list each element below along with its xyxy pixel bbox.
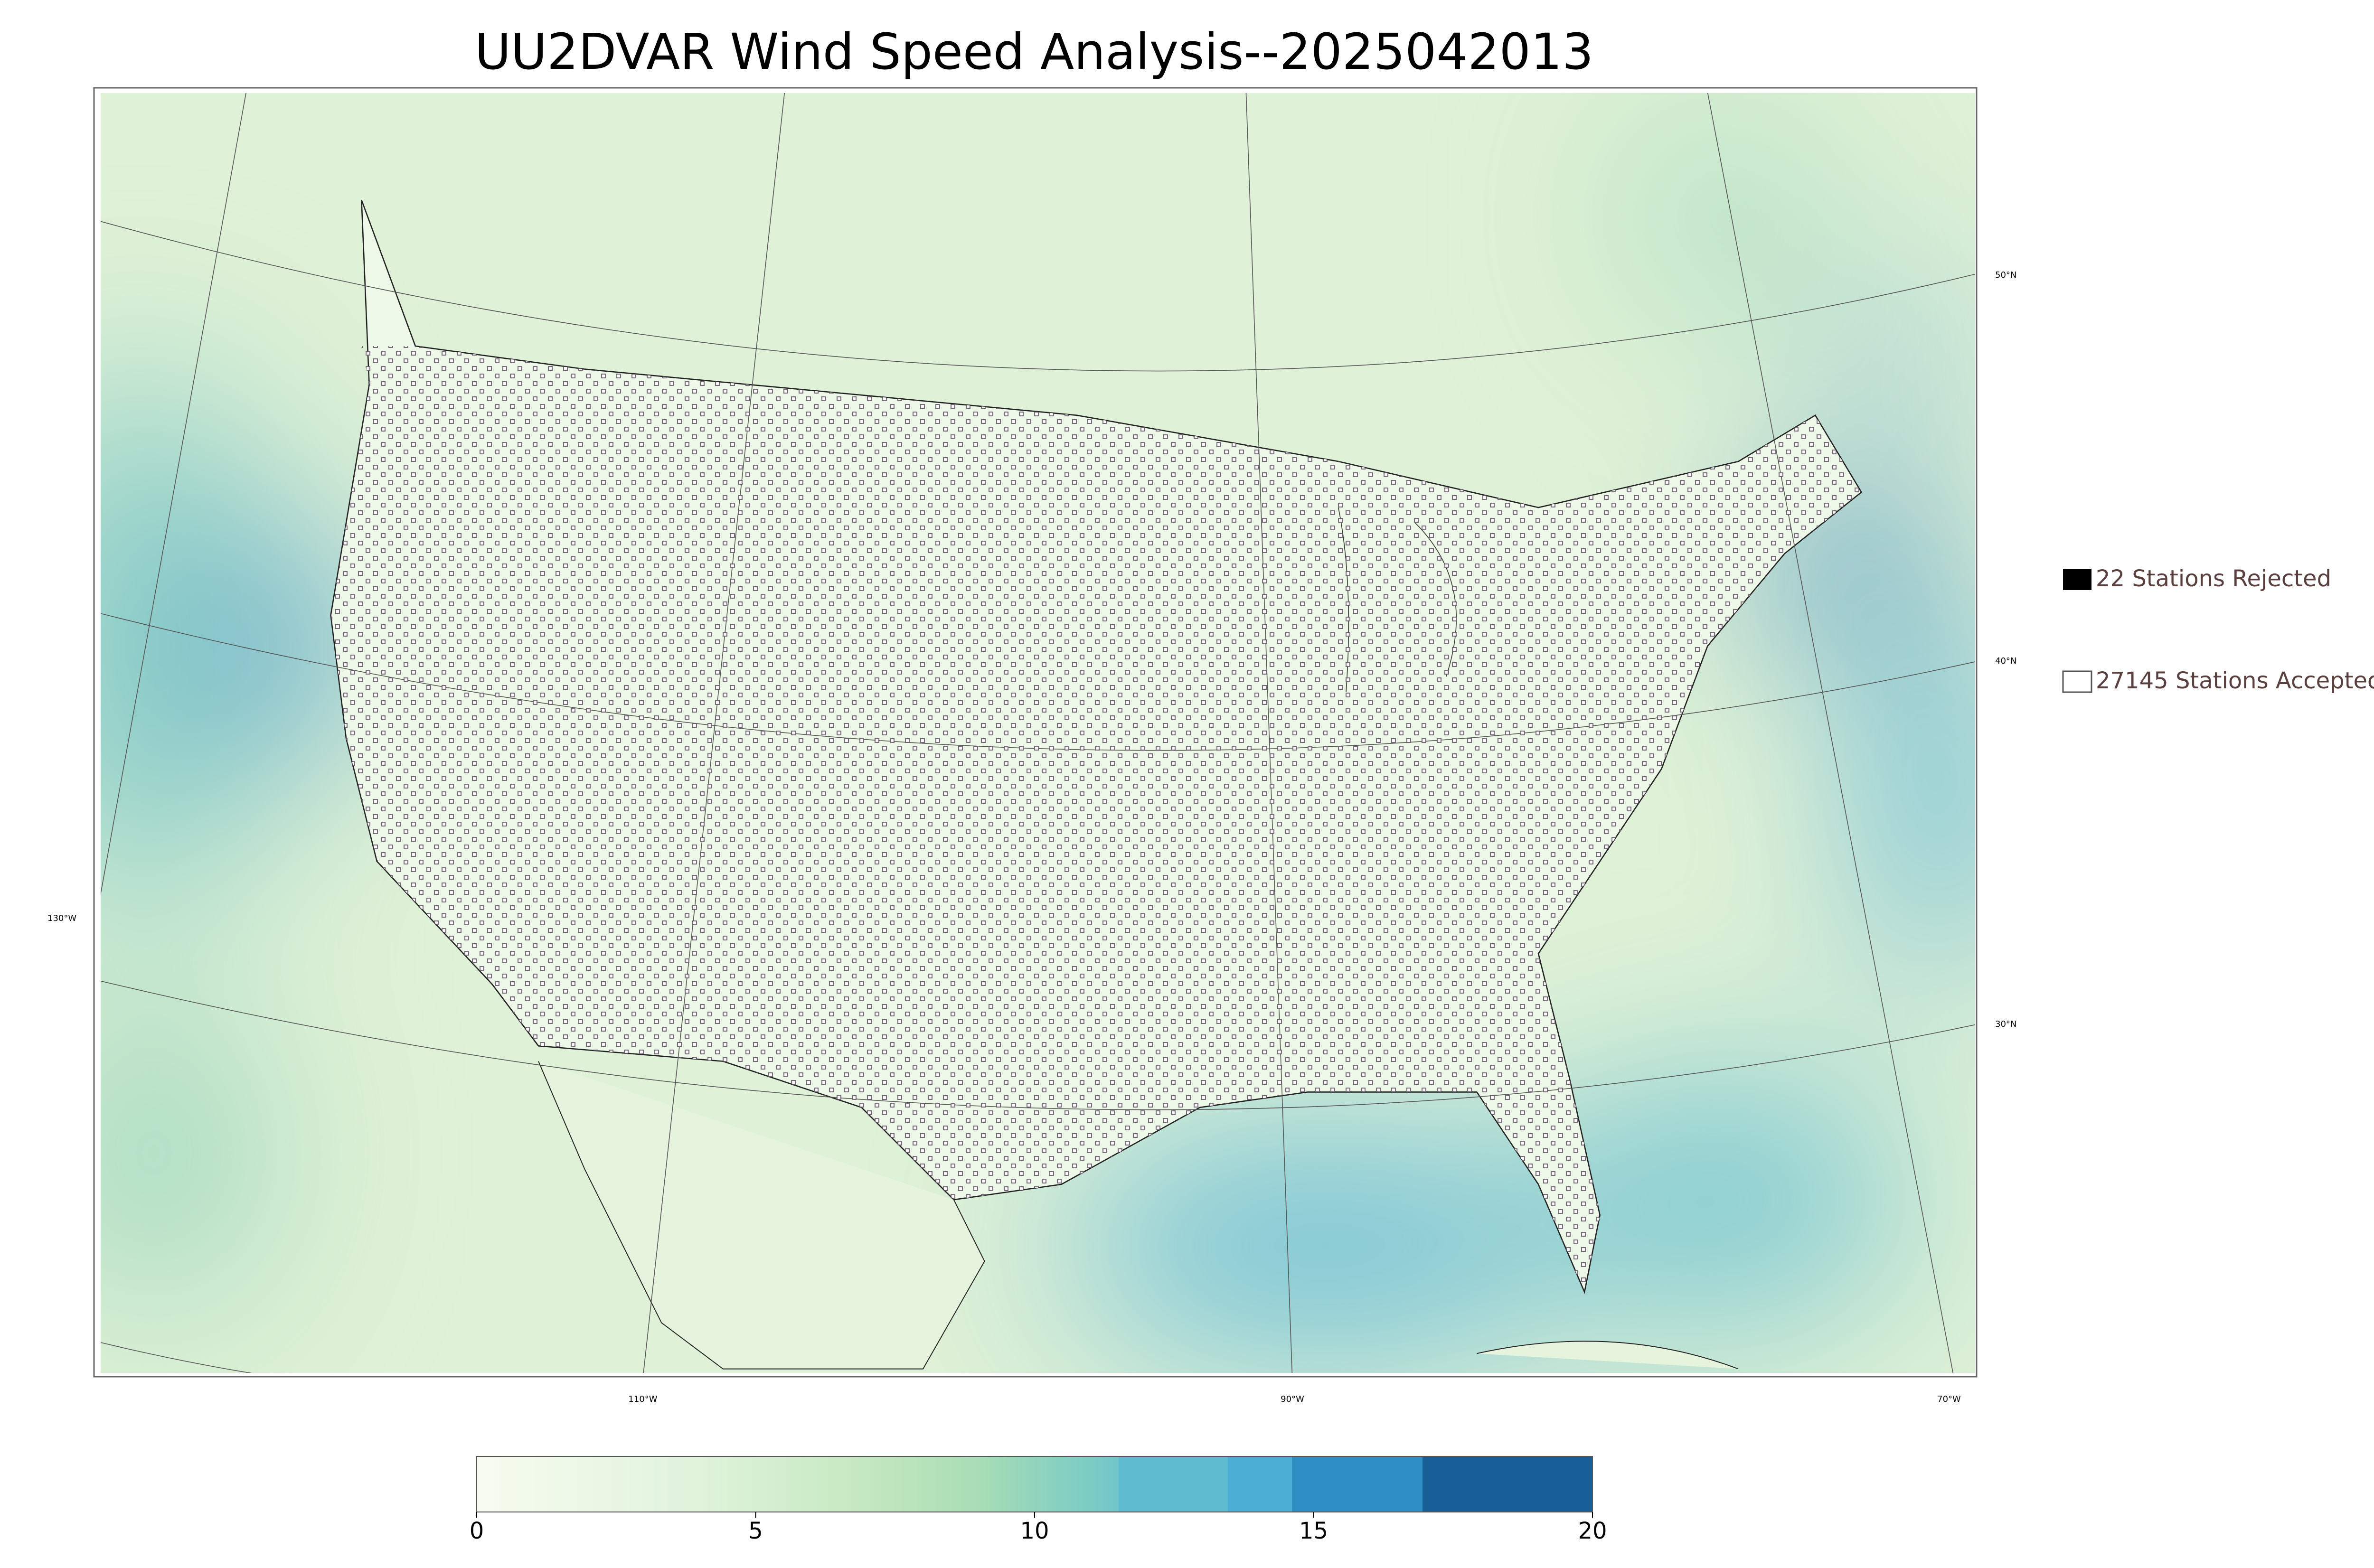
colorbar-tick-label: 15: [1299, 1518, 1328, 1544]
accepted-swatch: [2063, 671, 2091, 692]
map-title: UU2DVAR Wind Speed Analysis--2025042013: [475, 23, 1593, 81]
latitude-label: 50°N: [1995, 270, 2016, 280]
page: UU2DVAR Wind Speed Analysis--2025042013: [0, 0, 2374, 1568]
latitude-label: 40°N: [1995, 656, 2016, 666]
colorbar-tick-label: 0: [470, 1518, 484, 1544]
longitude-label: 70°W: [1937, 1394, 1961, 1404]
latitude-label: 30°N: [1995, 1019, 2016, 1029]
longitude-label: 90°W: [1281, 1394, 1304, 1404]
legend: 22 Stations Rejected 27145 Stations Acce…: [2063, 565, 2374, 694]
legend-label: 27145 Stations Accepted: [2096, 667, 2374, 694]
colorbar: 0 5 10 15 20: [470, 1456, 1607, 1544]
longitude-label: 130°W: [47, 913, 76, 923]
map: [0, 62, 2000, 1397]
longitude-label: 110°W: [628, 1394, 657, 1404]
colorbar-tick-label: 5: [748, 1518, 763, 1544]
colorbar-tick-label: 20: [1578, 1518, 1607, 1544]
legend-label: 22 Stations Rejected: [2096, 565, 2331, 592]
colorbar-tick-label: 10: [1020, 1518, 1049, 1544]
rejected-swatch: [2063, 569, 2091, 590]
